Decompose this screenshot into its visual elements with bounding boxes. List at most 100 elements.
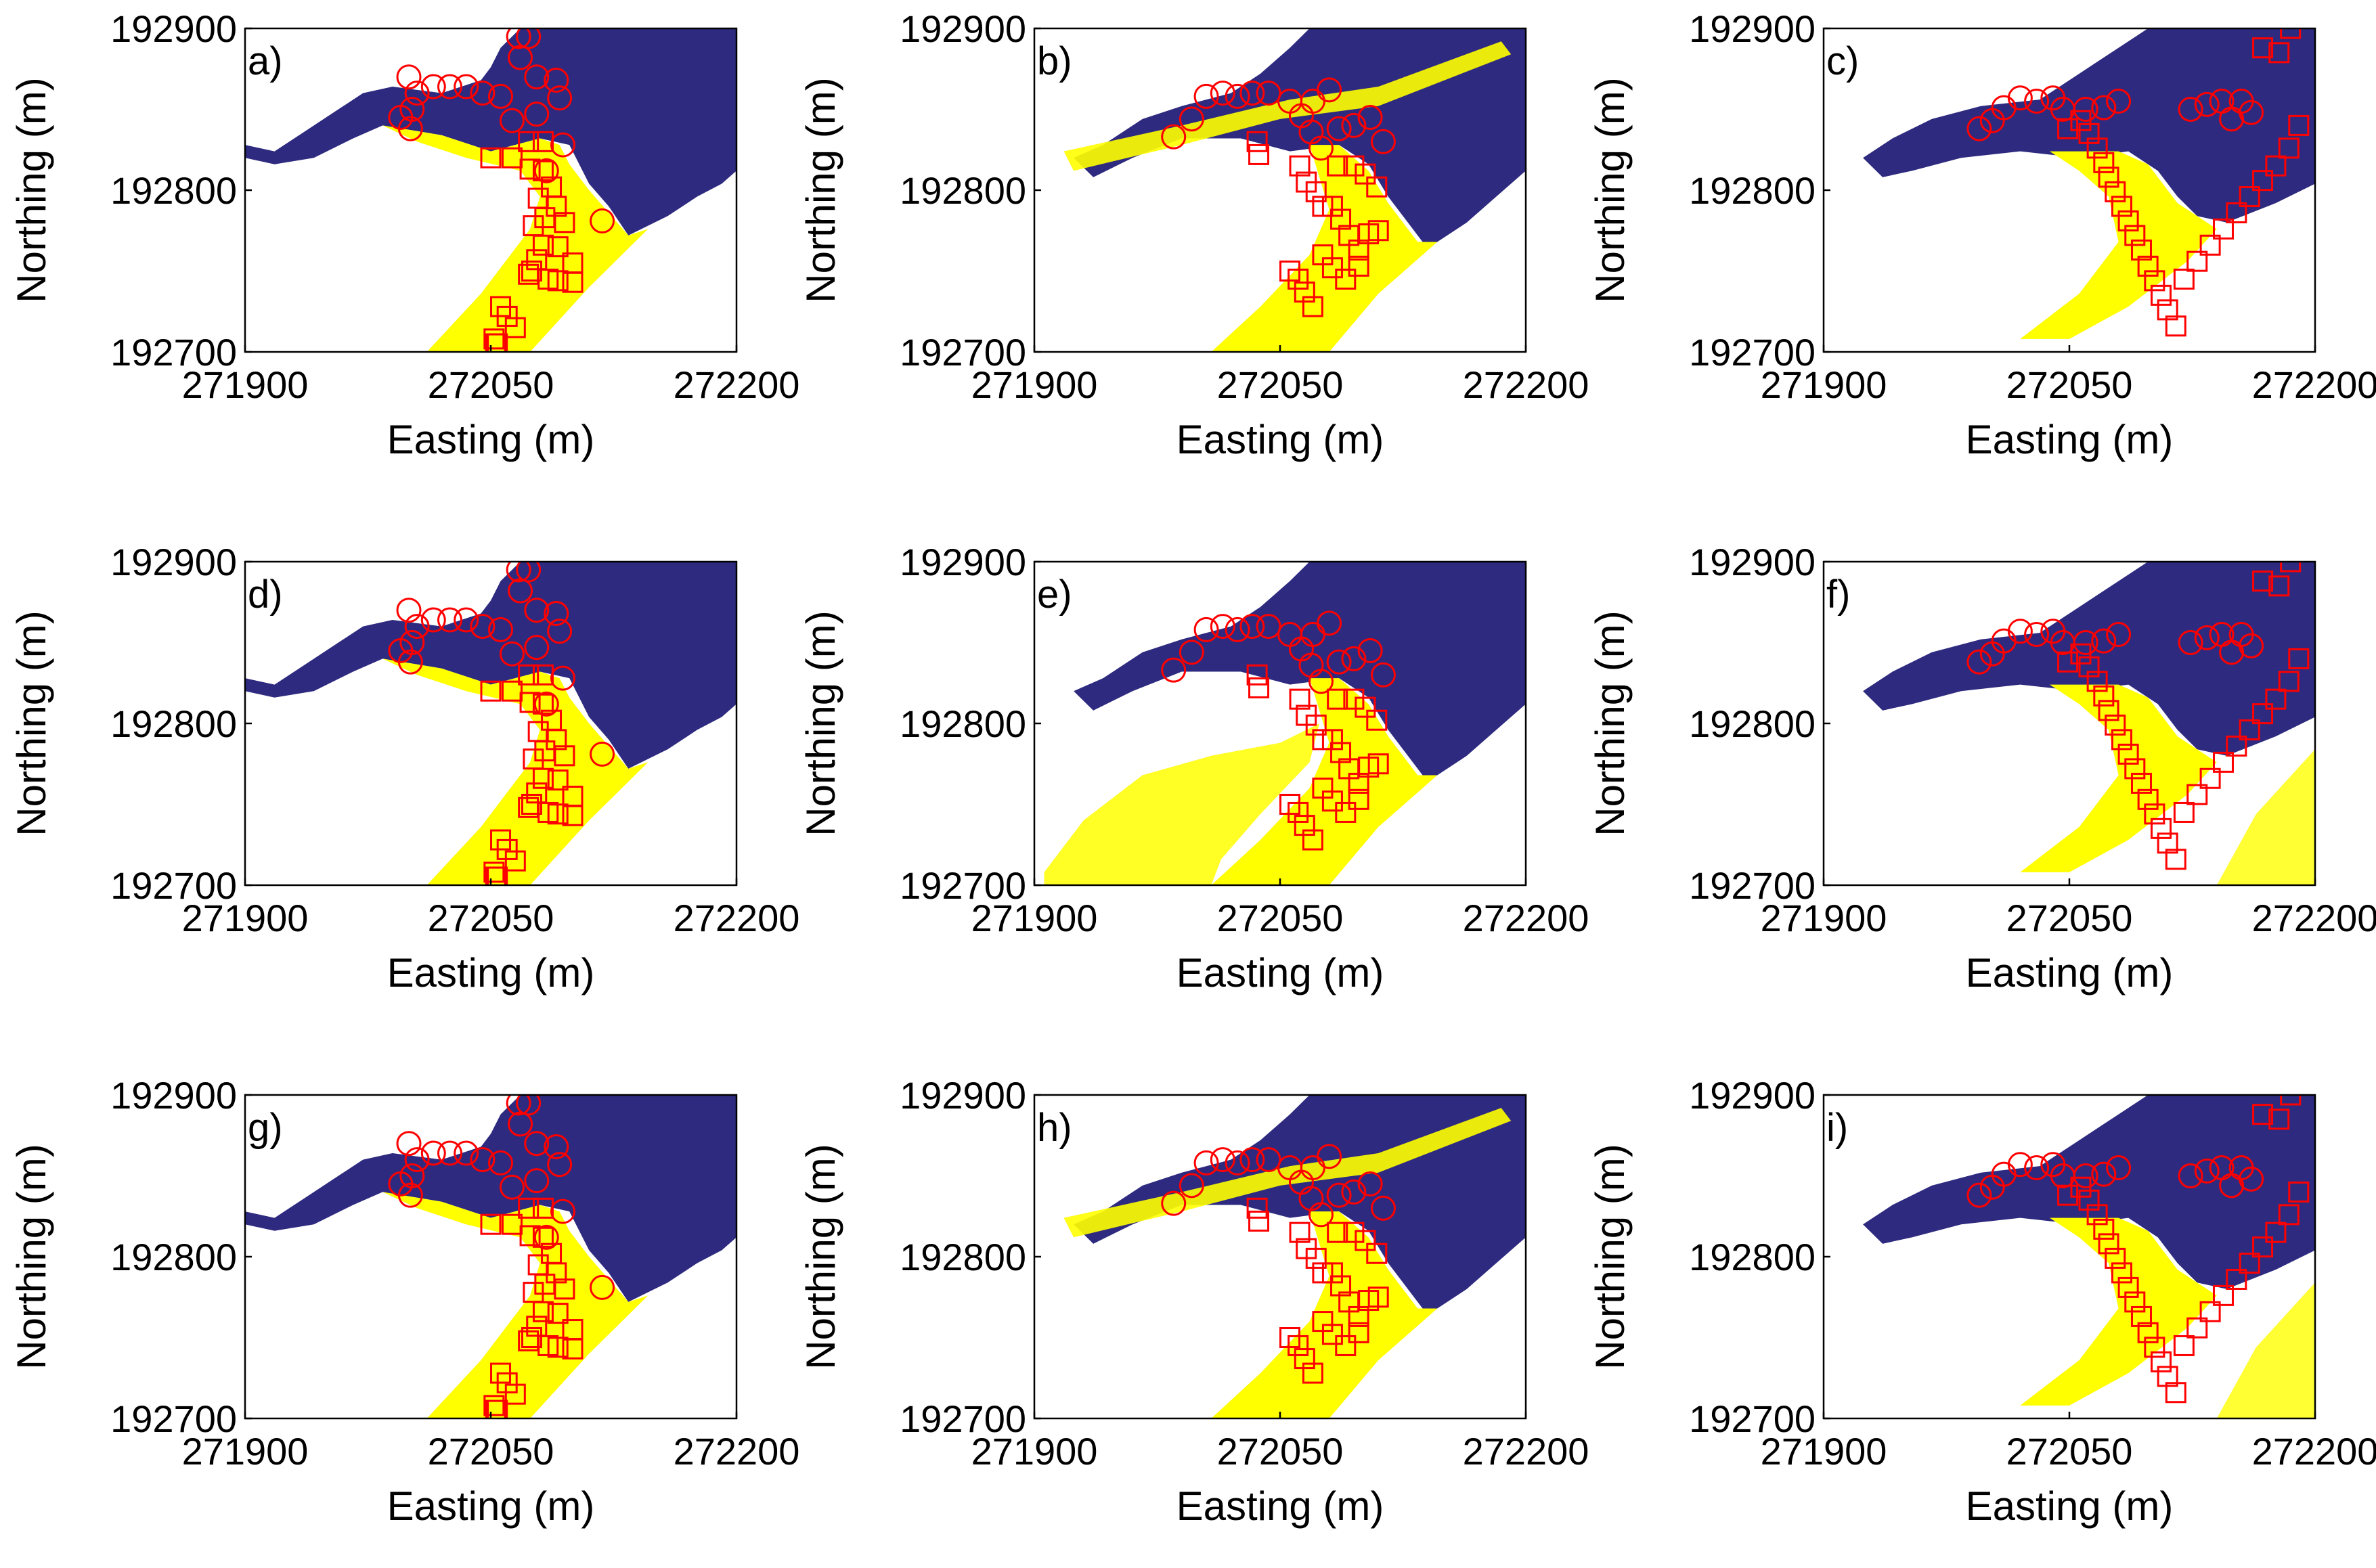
y-tick-label: 192900 — [900, 1074, 1026, 1117]
circle-marker — [488, 83, 514, 109]
square-marker — [501, 1213, 523, 1235]
square-marker — [532, 1226, 554, 1248]
square-marker — [480, 680, 502, 702]
circle-marker — [1239, 81, 1265, 106]
y-tick-label: 192900 — [110, 1074, 237, 1117]
square-marker — [521, 1327, 542, 1348]
square-marker — [1289, 1222, 1311, 1243]
x-tick-label: 272050 — [1217, 363, 1344, 406]
x-axis-title: Easting (m) — [1966, 417, 2174, 462]
square-marker — [554, 745, 575, 767]
square-marker — [532, 664, 554, 686]
circle-marker — [2073, 630, 2098, 655]
square-marker — [1335, 1335, 1357, 1356]
circle-marker — [1357, 104, 1383, 130]
x-tick-label: 271900 — [971, 897, 1098, 939]
square-marker — [1288, 1335, 1309, 1356]
circle-marker — [1179, 106, 1204, 132]
square-marker — [2157, 1366, 2178, 1387]
map-background — [1863, 562, 2315, 885]
square-marker — [2157, 299, 2178, 321]
circle-marker — [1317, 77, 1342, 103]
circle-marker — [1179, 640, 1204, 665]
square-marker — [1279, 261, 1301, 282]
square-marker — [2144, 270, 2165, 292]
square-marker — [2252, 1236, 2274, 1258]
circle-marker — [1239, 614, 1265, 640]
circle-marker — [404, 614, 430, 640]
square-marker — [1348, 1322, 1369, 1343]
circle-marker — [470, 614, 496, 640]
square-marker — [1367, 1286, 1389, 1308]
circle-marker — [508, 578, 533, 604]
square-marker — [2265, 155, 2287, 177]
square-marker — [2226, 202, 2247, 223]
circle-marker — [499, 108, 525, 133]
circle-marker — [399, 97, 425, 122]
circle-marker — [499, 641, 525, 667]
circle-marker — [1966, 1182, 1992, 1208]
square-marker — [2239, 719, 2260, 741]
panel-label: c) — [1826, 39, 1859, 83]
map-panel: 271900 272050 272200 192700 192800 192900 East… — [1587, 541, 2376, 995]
x-tick-label: 272200 — [1463, 363, 1589, 406]
square-marker — [1248, 1210, 1270, 1232]
circle-marker — [1179, 1173, 1204, 1199]
circle-marker — [1357, 637, 1383, 663]
circle-marker — [2239, 1166, 2264, 1192]
square-marker — [562, 805, 584, 826]
square-marker — [2086, 671, 2108, 692]
square-marker — [2173, 1335, 2195, 1356]
square-marker — [2086, 1204, 2108, 1226]
y-tick-label: 192700 — [1689, 331, 1816, 374]
y-tick-label: 192800 — [110, 702, 237, 745]
water-region — [245, 1095, 736, 1302]
square-marker — [2165, 315, 2186, 337]
water-region — [1863, 28, 2315, 223]
square-marker — [1335, 268, 1357, 290]
x-tick-label: 272200 — [2252, 897, 2376, 939]
circle-marker — [533, 158, 559, 183]
circle-marker — [1326, 116, 1352, 141]
square-marker — [1246, 664, 1268, 686]
square-marker — [2137, 788, 2159, 810]
square-marker — [554, 212, 575, 233]
square-marker — [2199, 767, 2221, 789]
square-marker — [1330, 1275, 1352, 1297]
square-marker — [2144, 803, 2165, 825]
square-marker — [521, 794, 542, 815]
circle-marker — [2178, 97, 2203, 122]
x-tick-label: 272200 — [674, 1430, 800, 1473]
panel-label: i) — [1826, 1106, 1848, 1150]
square-marker — [2278, 671, 2300, 692]
square-marker — [2057, 118, 2079, 139]
y-tick-label: 192800 — [1689, 702, 1816, 745]
square-marker — [1288, 801, 1309, 823]
square-marker — [547, 236, 569, 258]
square-marker — [2173, 801, 2195, 823]
x-tick-label: 272050 — [1217, 897, 1344, 939]
y-tick-label: 192900 — [1689, 541, 1816, 583]
marker-layer — [1966, 28, 2310, 337]
square-marker — [2144, 1337, 2165, 1358]
circle-marker — [454, 74, 479, 99]
square-marker — [547, 803, 569, 825]
square-marker — [496, 1372, 518, 1393]
square-marker — [547, 1337, 569, 1358]
circle-marker — [454, 607, 479, 633]
square-marker — [2111, 1262, 2132, 1284]
y-tick-label: 192900 — [110, 7, 237, 50]
x-tick-label: 272050 — [1217, 1430, 1344, 1473]
circle-marker — [2024, 622, 2050, 648]
circle-marker — [2024, 89, 2050, 114]
square-marker — [2252, 170, 2274, 192]
map-panel: 271900 272050 272200 192700 192800 192900 East… — [9, 1074, 799, 1529]
circle-marker — [1210, 81, 1235, 106]
square-marker — [1305, 181, 1327, 202]
square-marker — [1279, 1327, 1301, 1348]
square-marker — [546, 729, 567, 751]
circle-marker — [1370, 129, 1396, 154]
y-axis-title: Northing (m) — [9, 610, 54, 836]
square-marker — [1330, 742, 1352, 763]
square-marker — [2151, 1351, 2172, 1372]
